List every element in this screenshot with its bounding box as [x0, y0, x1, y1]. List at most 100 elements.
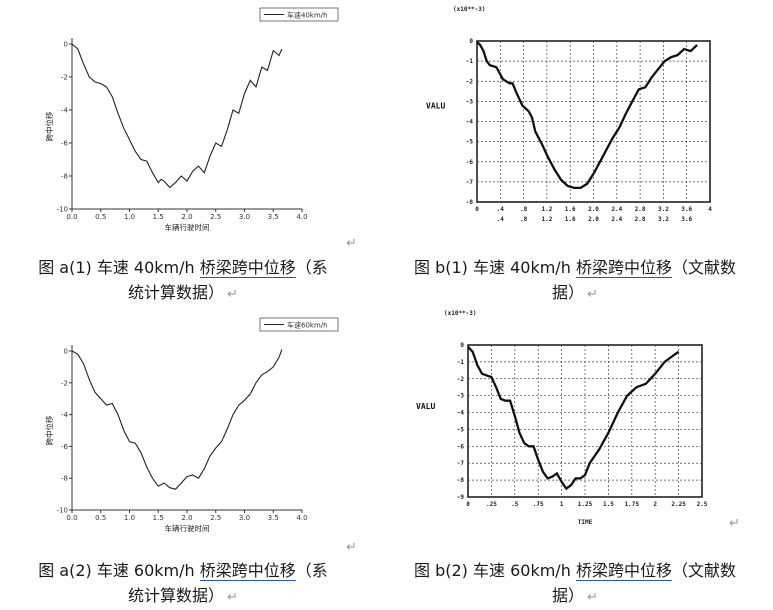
y-tick-label: -1 [457, 359, 465, 366]
x-tick-label: 4.0 [296, 514, 307, 522]
y-tick-label: -4 [457, 410, 465, 417]
x-tick-label: 1.5 [603, 501, 614, 508]
return-mark: ↵ [587, 590, 598, 605]
x-tick-label: 2.5 [210, 514, 221, 522]
caption-b2-line2: 据） [552, 586, 585, 605]
caption-b2-tail: （文献数 [671, 561, 736, 580]
x-tick-label-secondary: 3.6 [681, 216, 692, 223]
caption-a1-tail: （系 [295, 258, 328, 277]
x-tick-label: 0.0 [66, 213, 77, 221]
y-tick-label: -3 [466, 98, 474, 105]
series-line [71, 349, 283, 490]
chart-a1-system-40kmh: 0.0 0.5 1.0 1.5 2.0 2.5 3.0 3.5 4.0 0 -2 -4 -6 -8 -10 车… [44, 7, 339, 232]
y-axis-label: VALU [426, 102, 445, 111]
y-tick-label: -2 [466, 78, 474, 85]
y-tick-label: -6 [61, 140, 69, 148]
caption-b2-prefix: 图 b(2) 车速 60km/h [414, 561, 576, 580]
y-tick-label: -10 [57, 206, 68, 214]
y-tick-label: -4 [61, 107, 69, 115]
x-tick-label: 2.0 [588, 206, 599, 213]
legend-label: 车速60km/h [287, 321, 328, 330]
x-tick-label: 1.0 [124, 213, 135, 221]
y-tick-label: -1 [466, 58, 474, 65]
x-tick-label: 2.0 [181, 514, 192, 522]
x-tick-label: 1.5 [153, 213, 164, 221]
y-axis-label: VALU [416, 402, 435, 411]
x-axis-label: 车辆行驶时间 [165, 222, 210, 232]
x-tick-label: 3.5 [268, 213, 279, 221]
y-tick-label: -2 [61, 379, 68, 387]
x-tick-label: 4 [708, 206, 712, 213]
y-tick-label: -5 [457, 426, 465, 433]
x-tick-label: 1.0 [124, 514, 135, 522]
caption-a1-line2: 统计算数据） [128, 283, 225, 302]
x-tick-label: 1.25 [578, 501, 593, 508]
x-tick-label: .8 [520, 206, 528, 213]
y-tick-label: -5 [466, 139, 474, 146]
caption-a2-link[interactable]: 桥梁跨中位移 [199, 561, 296, 581]
caption-b1-line2: 据） [552, 283, 585, 302]
caption-a2-prefix: 图 a(2) 车速 60km/h [38, 561, 200, 580]
caption-b1: 图 b(1) 车速 40km/h 桥梁跨中位移（文献数 据） ↵ [385, 255, 765, 307]
x-tick-label: 1.75 [625, 501, 640, 508]
y-tick-label: 0 [460, 342, 464, 349]
x-axis-label: TIME [578, 519, 593, 526]
y-tick-label: -8 [61, 173, 68, 181]
x-tick-label: 2.5 [210, 213, 221, 221]
y-tick-label: -4 [61, 411, 69, 419]
legend-box [259, 7, 339, 22]
x-tick-label: .75 [533, 501, 544, 508]
caption-a2-line2: 统计算数据） [128, 586, 225, 605]
chart-b2-literature-60kmh: 0-1-2-3-4-5-6-7-8-90.25.5.75 1 1.25 1.5 1.75… [416, 310, 708, 526]
x-tick-label: 2.8 [635, 206, 646, 213]
caption-a1-prefix: 图 a(1) 车速 40km/h [38, 258, 200, 277]
x-tick-label: 3.6 [681, 206, 692, 213]
scale-note: (x10**-3) [444, 310, 477, 317]
caption-b2-link[interactable]: 桥梁跨中位移 [575, 561, 672, 581]
caption-a1-link[interactable]: 桥梁跨中位移 [199, 258, 296, 278]
y-tick-label: -3 [457, 393, 465, 400]
x-tick-label: 0.5 [95, 514, 106, 522]
return-mark: ↵ [346, 540, 357, 555]
x-tick-label: 4.0 [296, 213, 307, 221]
return-mark: ↵ [227, 590, 238, 605]
x-tick-label: 3.0 [239, 514, 250, 522]
x-tick-label-secondary: 1.6 [565, 216, 576, 223]
caption-a1: 图 a(1) 车速 40km/h 桥梁跨中位移（系 统计算数据） ↵ [8, 255, 358, 307]
y-tick-label: -6 [61, 443, 69, 451]
x-tick-label: 2.5 [697, 501, 708, 508]
x-tick-label: 0.5 [95, 213, 106, 221]
x-tick-label-secondary: .8 [520, 216, 528, 223]
y-tick-label: -7 [457, 460, 465, 467]
x-tick-label: 2.0 [181, 213, 192, 221]
y-tick-label: 0 [64, 348, 68, 356]
x-tick-label: 2.4 [611, 206, 622, 213]
x-tick-label: 3.0 [239, 213, 250, 221]
return-mark: ↵ [346, 236, 357, 251]
series-line [71, 43, 283, 189]
x-tick-label: 1.2 [541, 206, 552, 213]
y-tick-label: -6 [457, 443, 465, 450]
caption-b1-tail: （文献数 [671, 258, 736, 277]
x-tick-label: 3.2 [658, 206, 669, 213]
x-tick-label: .5 [511, 501, 519, 508]
legend-box [259, 317, 339, 332]
caption-b1-prefix: 图 b(1) 车速 40km/h [414, 258, 576, 277]
y-tick-label: -2 [61, 74, 68, 82]
x-tick-label-secondary: 1.2 [541, 216, 552, 223]
y-tick-label: -2 [457, 376, 465, 383]
x-tick-label: .25 [486, 501, 497, 508]
chart-a2-system-60kmh: 0.0 0.5 1.0 1.5 2.0 2.5 3.0 3.5 4.0 0 -2 -4 -6 -8 -10 车… [44, 317, 339, 533]
y-tick-label: -6 [466, 159, 474, 166]
return-mark: ↵ [729, 516, 740, 531]
y-axis-label: 跨中位移 [44, 415, 54, 445]
y-tick-label: -8 [466, 199, 474, 206]
x-tick-label: 0.0 [66, 514, 77, 522]
x-tick-label: 1 [560, 501, 564, 508]
scale-note: (x10**-3) [453, 6, 486, 13]
y-tick-label: -10 [57, 507, 68, 515]
x-axis-label: 车辆行驶时间 [165, 523, 210, 533]
y-tick-label: 0 [469, 38, 473, 45]
y-tick-label: -4 [466, 119, 474, 126]
caption-b1-link[interactable]: 桥梁跨中位移 [575, 258, 672, 278]
